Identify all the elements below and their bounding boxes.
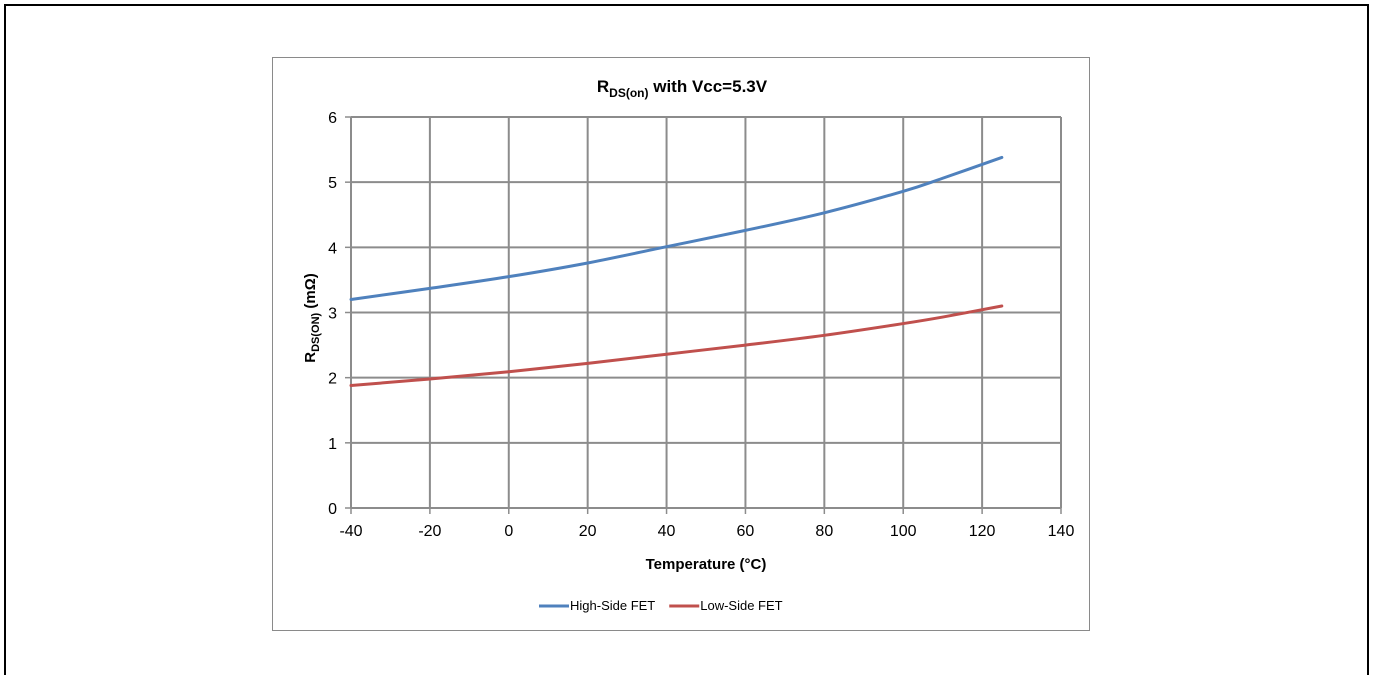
series-line-low-side-fet [349,304,1004,387]
y-tick-label-3: 3 [328,306,337,323]
chart-title: RDS(on) with Vcc=5.3V [597,77,768,100]
y-tick-label-2: 2 [328,371,337,388]
legend-label-low-side-fet: Low-Side FET [700,598,782,613]
page-frame [4,4,1369,675]
chart-container: RDS(on) with Vcc=5.3V -40 -20 0 20 40 60 80 100… [272,57,1090,631]
y-tick-labels: 0 1 2 3 4 5 6 [328,110,337,518]
x-tick-label-0: -40 [339,523,362,540]
x-tick-labels: -40 -20 0 20 40 60 80 100 120 140 [339,523,1074,540]
x-tick-label-7: 100 [890,523,917,540]
x-axis-title: Temperature (°C) [646,556,767,573]
x-tick-label-4: 40 [658,523,676,540]
y-axis-title: RDS(ON) (mΩ) [302,273,322,362]
legend-label-high-side-fet: High-Side FET [570,598,655,613]
x-tick-label-8: 120 [969,523,996,540]
y-tick-label-4: 4 [328,240,337,257]
legend: High-Side FET Low-Side FET [539,598,783,613]
grid [345,116,1062,514]
x-tick-label-9: 140 [1048,523,1075,540]
y-tick-label-1: 1 [328,436,337,453]
chart-svg: RDS(on) with Vcc=5.3V -40 -20 0 20 40 60 80 100… [302,77,1074,613]
x-tick-label-1: -20 [418,523,441,540]
x-tick-label-2: 0 [504,523,513,540]
y-tick-label-0: 0 [328,501,337,518]
x-tick-label-3: 20 [579,523,597,540]
series-line-high-side-fet [349,155,1004,301]
y-tick-label-6: 6 [328,110,337,127]
y-tick-label-5: 5 [328,175,337,192]
x-tick-label-6: 80 [815,523,833,540]
series-lines [349,155,1004,387]
x-tick-label-5: 60 [737,523,755,540]
